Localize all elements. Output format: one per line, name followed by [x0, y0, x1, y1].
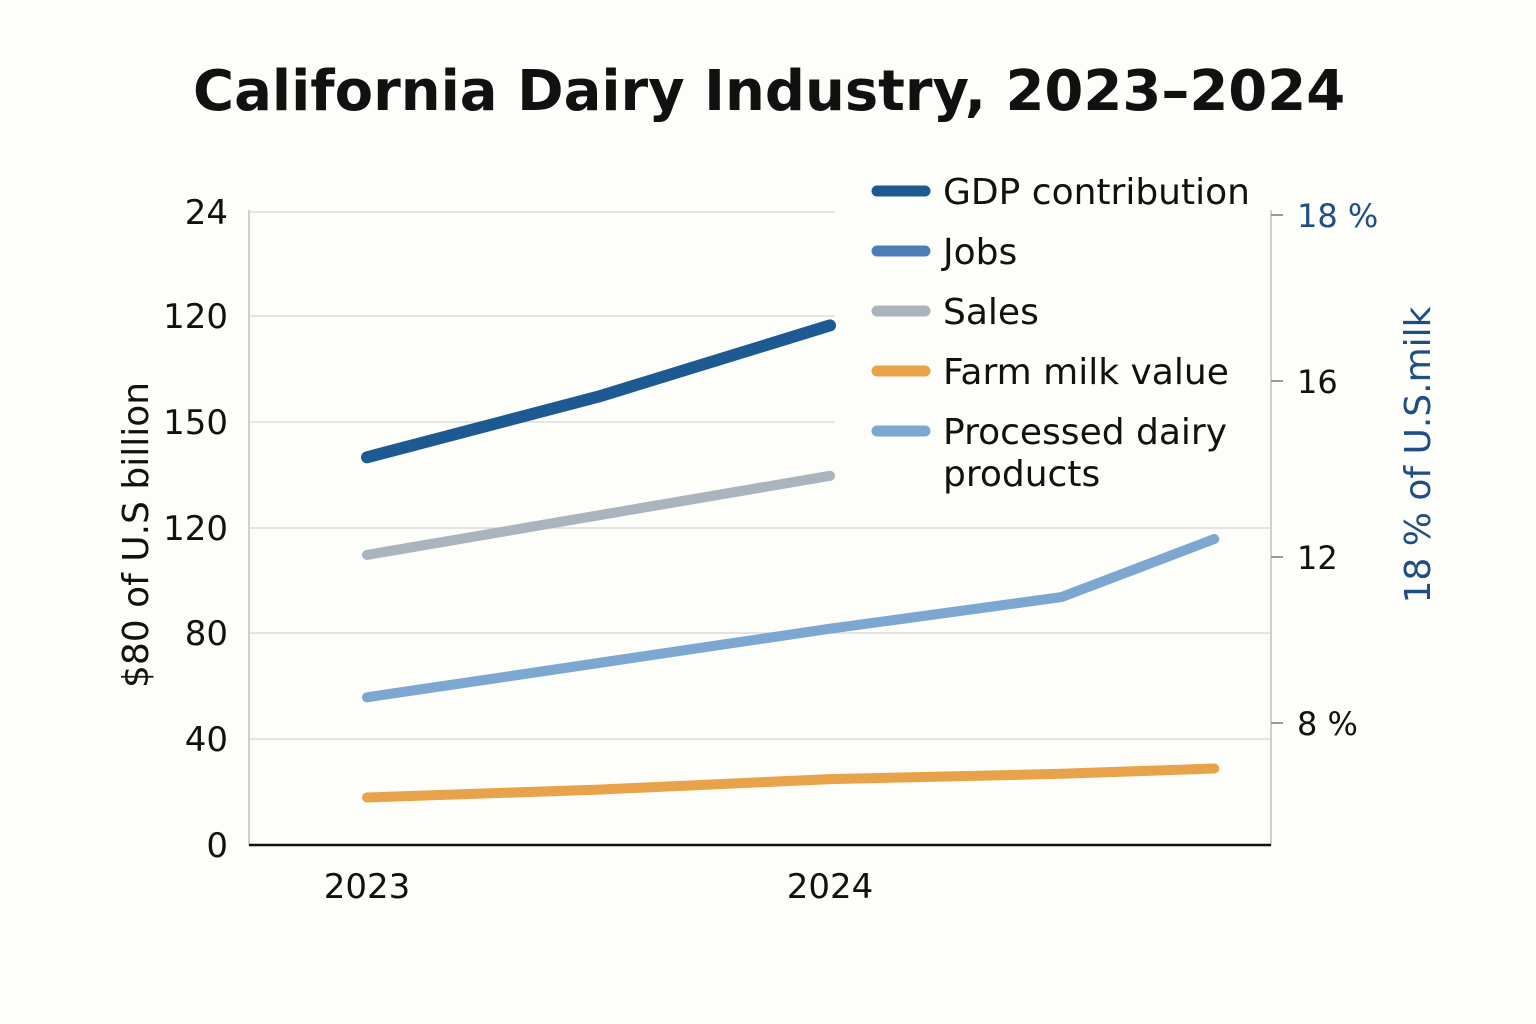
y2-tick-label: 16	[1297, 363, 1338, 401]
y2-axis-label: 18 % of U.S.milk	[1398, 306, 1439, 603]
y-tick-label: 120	[163, 297, 228, 337]
legend-label-jobs: Jobs	[941, 232, 1017, 273]
series-line-farm-milk-value	[362, 763, 1220, 803]
y2-tick-label: 12	[1297, 539, 1338, 577]
legend-label-gdp-contribution: GDP contribution	[943, 172, 1250, 213]
chart-title: California Dairy Industry, 2023–2024	[193, 59, 1345, 124]
y-tick-label: 40	[185, 720, 228, 760]
x-tick-label: 2023	[324, 867, 411, 907]
y-tick-label: 120	[163, 509, 228, 549]
y2-tick-label: 8 %	[1297, 705, 1358, 743]
x-tick-label: 2024	[787, 867, 874, 907]
axes: 0 40 80 120 150 120 24 2023 2024 8 % 12 16 18 %	[163, 193, 1378, 907]
gridlines	[249, 211, 1271, 740]
y-axis-label: $80 of U.S billion	[116, 382, 157, 688]
series-line-gdp-contribution	[361, 319, 836, 464]
legend-label-sales: Sales	[943, 292, 1039, 333]
legend-label-processed-dairy-products: Processed dairy products	[943, 412, 1227, 495]
y-tick-label: 80	[185, 614, 228, 654]
series-line-sales	[362, 470, 835, 560]
y2-tick-label: 18 %	[1297, 197, 1378, 235]
y-tick-label: 24	[185, 193, 228, 233]
legend-label-farm-milk-value: Farm milk value	[943, 352, 1229, 393]
y-tick-label: 150	[163, 403, 228, 443]
series-lines	[361, 319, 1220, 803]
y-tick-label: 0	[206, 826, 228, 866]
series-line-processed-dairy-products	[362, 534, 1220, 703]
legend: GDP contribution Jobs Sales Farm milk value…	[871, 172, 1250, 495]
